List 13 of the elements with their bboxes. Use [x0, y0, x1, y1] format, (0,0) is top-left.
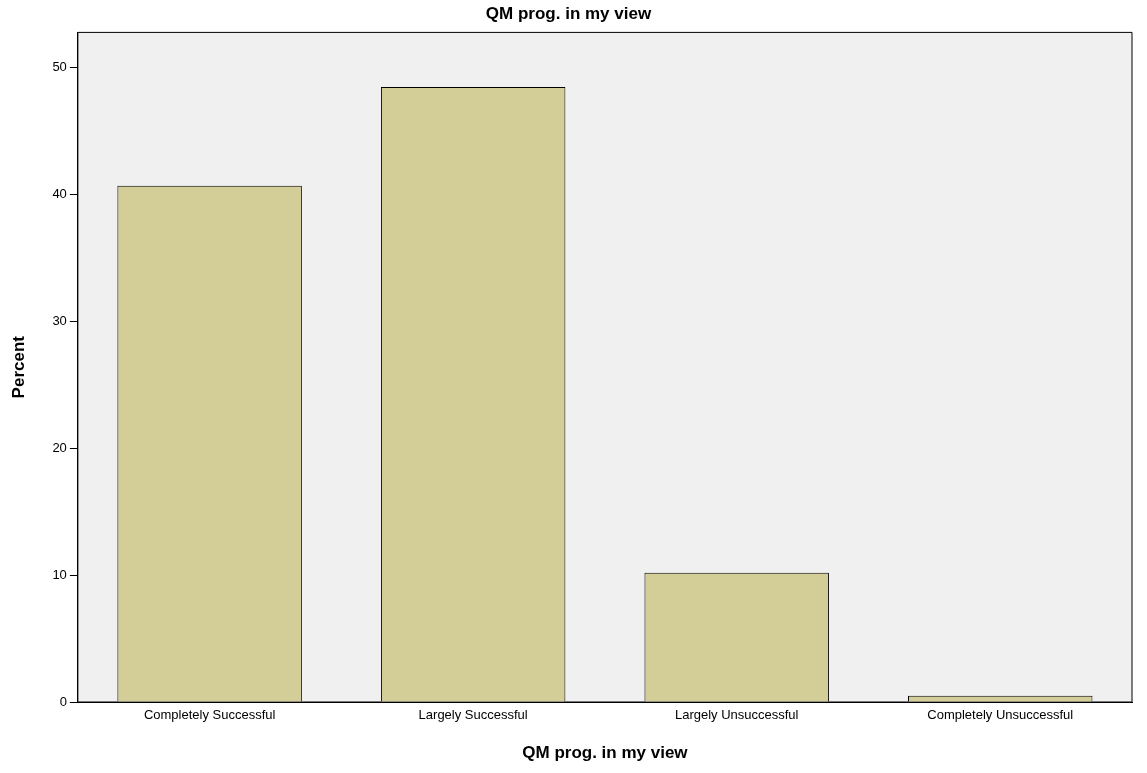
x-tick-label: Completely Unsuccessful — [927, 707, 1074, 723]
y-axis-title: Percent — [8, 335, 28, 399]
y-tick-label: 50 — [52, 59, 67, 75]
x-tick-label: Largely Successful — [418, 707, 528, 723]
y-tick-label: 10 — [52, 566, 67, 582]
y-tick-label: 40 — [52, 186, 67, 202]
x-tick-label: Largely Unsuccessful — [674, 707, 799, 723]
x-axis-title: QM prog. in my view — [522, 743, 689, 763]
x-tick-label: Completely Successful — [143, 707, 276, 723]
y-tick-label: 30 — [52, 313, 67, 329]
chart-title: QM prog. in my view — [485, 3, 652, 23]
y-tick-label: 20 — [52, 439, 67, 455]
y-tick-label: 0 — [59, 693, 67, 709]
